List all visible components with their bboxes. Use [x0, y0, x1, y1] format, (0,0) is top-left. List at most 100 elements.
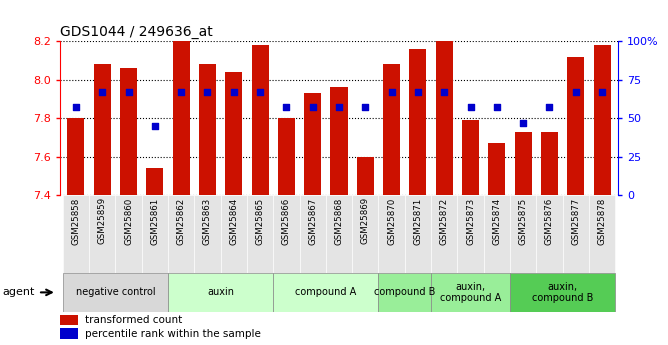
Point — [386, 89, 397, 95]
Text: transformed count: transformed count — [86, 315, 182, 325]
Point — [544, 105, 555, 110]
Text: GSM25877: GSM25877 — [571, 197, 580, 245]
Text: auxin: auxin — [207, 287, 234, 297]
Text: GSM25876: GSM25876 — [545, 197, 554, 245]
Point — [176, 89, 186, 95]
Bar — [304, 93, 321, 195]
Text: GDS1044 / 249636_at: GDS1044 / 249636_at — [60, 25, 213, 39]
Text: GSM25874: GSM25874 — [492, 197, 502, 245]
Point — [518, 120, 528, 126]
Bar — [510, 273, 615, 312]
Bar — [94, 65, 111, 195]
Text: GSM25878: GSM25878 — [598, 197, 607, 245]
Point — [439, 89, 450, 95]
Bar — [299, 195, 326, 273]
Bar — [379, 273, 431, 312]
Text: GSM25864: GSM25864 — [229, 197, 238, 245]
Bar — [536, 195, 562, 273]
Bar — [589, 195, 615, 273]
Bar — [562, 195, 589, 273]
Text: GSM25866: GSM25866 — [282, 197, 291, 245]
Bar — [146, 168, 164, 195]
Bar — [252, 45, 269, 195]
Bar — [89, 195, 116, 273]
Bar — [431, 195, 458, 273]
Bar — [379, 195, 405, 273]
Bar — [352, 195, 379, 273]
Point — [334, 105, 345, 110]
Text: GSM25865: GSM25865 — [256, 197, 265, 245]
Text: GSM25859: GSM25859 — [98, 197, 107, 244]
Text: GSM25869: GSM25869 — [361, 197, 370, 244]
Bar — [278, 118, 295, 195]
Bar — [120, 68, 137, 195]
Point — [413, 89, 424, 95]
Text: auxin,
compound A: auxin, compound A — [440, 282, 501, 303]
Text: agent: agent — [2, 287, 34, 297]
Bar — [567, 57, 584, 195]
Bar — [247, 195, 273, 273]
Bar — [484, 195, 510, 273]
Text: GSM25870: GSM25870 — [387, 197, 396, 245]
Text: GSM25868: GSM25868 — [335, 197, 343, 245]
Point — [492, 105, 502, 110]
Bar — [488, 143, 506, 195]
Bar — [168, 195, 194, 273]
Point — [281, 105, 292, 110]
Bar — [60, 315, 77, 325]
Text: negative control: negative control — [75, 287, 155, 297]
Bar — [220, 195, 247, 273]
Bar — [273, 273, 379, 312]
Text: auxin,
compound B: auxin, compound B — [532, 282, 593, 303]
Bar — [60, 328, 77, 339]
Bar — [67, 118, 84, 195]
Bar — [383, 65, 400, 195]
Point — [570, 89, 581, 95]
Text: percentile rank within the sample: percentile rank within the sample — [86, 329, 261, 339]
Text: GSM25862: GSM25862 — [176, 197, 186, 245]
Text: GSM25858: GSM25858 — [71, 197, 80, 245]
Bar — [458, 195, 484, 273]
Point — [465, 105, 476, 110]
Text: GSM25872: GSM25872 — [440, 197, 449, 245]
Text: GSM25863: GSM25863 — [203, 197, 212, 245]
Bar — [331, 88, 347, 195]
Text: GSM25861: GSM25861 — [150, 197, 160, 245]
Bar — [225, 72, 242, 195]
Bar — [541, 131, 558, 195]
Bar — [405, 195, 431, 273]
Bar — [431, 273, 510, 312]
Text: GSM25875: GSM25875 — [518, 197, 528, 245]
Bar — [194, 195, 220, 273]
Point — [228, 89, 239, 95]
Text: GSM25873: GSM25873 — [466, 197, 475, 245]
Bar — [172, 41, 190, 195]
Bar — [594, 45, 611, 195]
Point — [255, 89, 265, 95]
Bar — [462, 120, 479, 195]
Point — [307, 105, 318, 110]
Point — [597, 89, 607, 95]
Bar — [142, 195, 168, 273]
Bar — [63, 195, 89, 273]
Point — [97, 89, 108, 95]
Text: GSM25867: GSM25867 — [308, 197, 317, 245]
Text: compound B: compound B — [374, 287, 436, 297]
Bar — [168, 273, 273, 312]
Point — [123, 89, 134, 95]
Bar — [409, 49, 426, 195]
Point — [71, 105, 81, 110]
Bar — [63, 273, 168, 312]
Bar — [357, 157, 374, 195]
Text: GSM25871: GSM25871 — [413, 197, 422, 245]
Bar — [116, 195, 142, 273]
Bar — [514, 131, 532, 195]
Bar — [199, 65, 216, 195]
Point — [360, 105, 371, 110]
Point — [202, 89, 213, 95]
Bar — [436, 41, 453, 195]
Bar — [273, 195, 299, 273]
Text: GSM25860: GSM25860 — [124, 197, 133, 245]
Point — [150, 123, 160, 129]
Bar — [510, 195, 536, 273]
